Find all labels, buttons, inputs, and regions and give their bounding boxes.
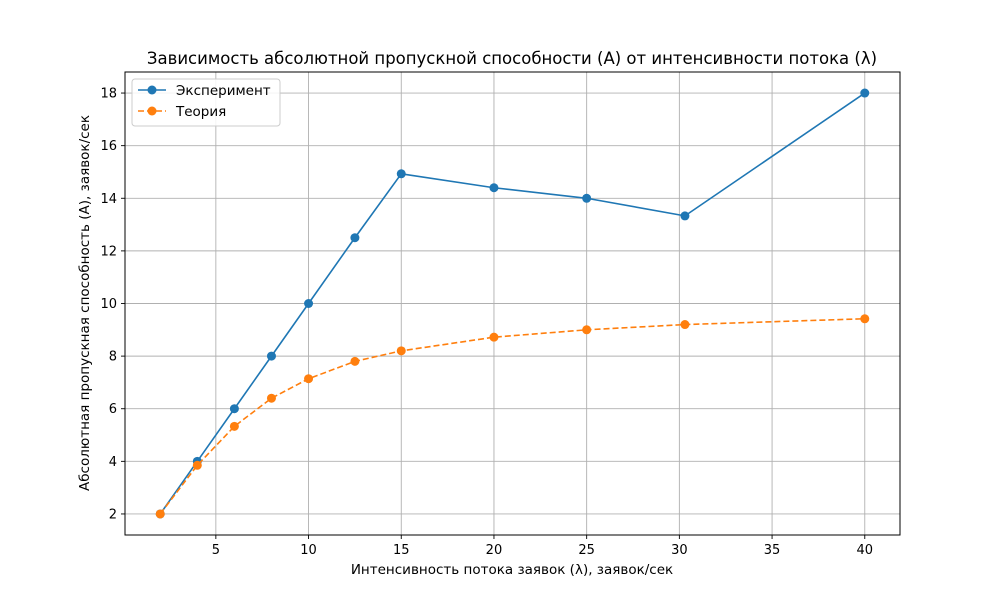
legend-marker-theory — [147, 106, 157, 116]
data-point-theory — [396, 346, 406, 356]
grid — [125, 72, 900, 535]
y-tick-label: 8 — [109, 350, 117, 365]
legend-label-experiment: Эксперимент — [176, 83, 271, 99]
legend-marker-experiment — [147, 85, 157, 95]
data-point-experiment — [860, 88, 870, 98]
legend-box — [131, 78, 281, 127]
data-point-experiment — [396, 169, 406, 179]
data-point-theory — [489, 332, 499, 342]
data-point-experiment — [680, 211, 690, 221]
x-tick-label: 5 — [212, 543, 220, 558]
data-point-experiment — [266, 351, 276, 361]
x-tick-label: 35 — [764, 543, 781, 558]
x-axis-label: Интенсивность потока заявок (λ), заявок/… — [351, 562, 673, 578]
legend-label-theory: Теория — [175, 104, 226, 120]
y-tick-label: 2 — [109, 507, 117, 522]
y-tick-label: 4 — [109, 455, 117, 470]
data-point-theory — [304, 374, 314, 384]
y-tick-label: 16 — [100, 139, 117, 154]
data-point-experiment — [350, 233, 360, 243]
data-point-experiment — [229, 404, 239, 414]
data-point-experiment — [304, 299, 314, 308]
y-tick-label: 18 — [100, 87, 117, 102]
x-tick-label: 15 — [393, 543, 410, 558]
x-tick-label: 10 — [300, 543, 317, 558]
y-tick-label: 6 — [109, 402, 117, 417]
series-layer — [155, 88, 870, 519]
data-point-experiment — [489, 183, 499, 193]
data-point-theory — [229, 421, 239, 431]
data-point-theory — [350, 356, 360, 366]
data-point-experiment — [582, 193, 592, 203]
chart-title: Зависимость абсолютной пропускной способ… — [147, 49, 877, 68]
data-point-theory — [266, 393, 276, 403]
y-tick-label: 14 — [100, 192, 117, 207]
data-point-theory — [155, 509, 165, 519]
data-point-theory — [680, 320, 690, 330]
x-tick-label: 40 — [856, 543, 873, 558]
series-line-theory — [159, 317, 865, 515]
ticks: 5 10 15 20 25 30 35 40 2 4 6 8 10 12 14 16 18 — [100, 87, 873, 558]
data-point-theory — [860, 314, 870, 324]
y-tick-label: 10 — [100, 297, 117, 312]
y-tick-label: 12 — [100, 244, 117, 259]
data-point-theory — [192, 460, 202, 470]
x-tick-label: 30 — [671, 543, 688, 558]
y-axis-label: Абсолютная пропускная способность (A), з… — [77, 115, 93, 491]
legend: Эксперимент Теория — [131, 78, 281, 127]
x-tick-label: 20 — [486, 543, 503, 558]
data-point-theory — [582, 325, 592, 335]
x-tick-label: 25 — [578, 543, 595, 558]
